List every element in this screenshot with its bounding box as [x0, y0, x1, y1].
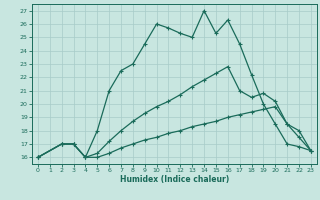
- X-axis label: Humidex (Indice chaleur): Humidex (Indice chaleur): [120, 175, 229, 184]
